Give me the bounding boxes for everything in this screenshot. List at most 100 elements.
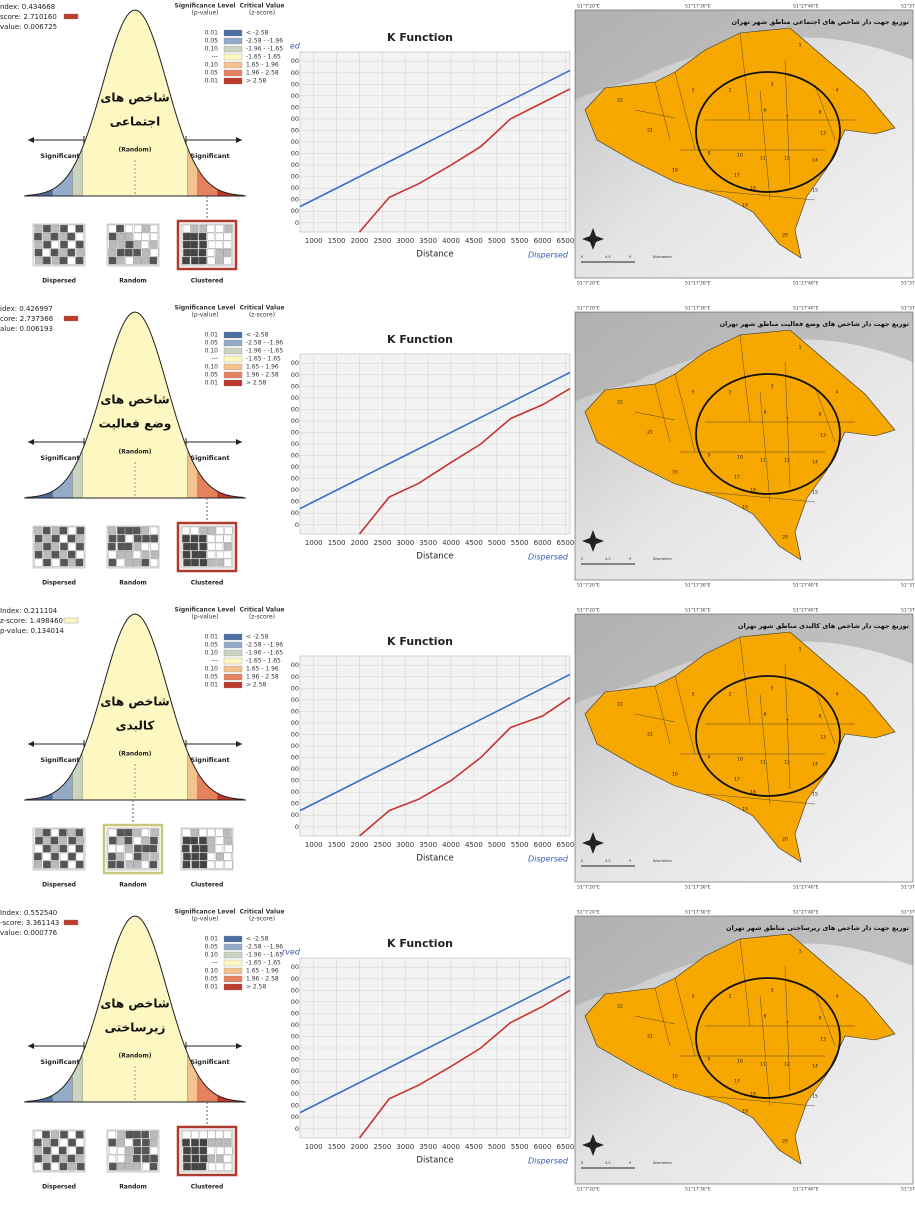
pattern-cell	[34, 248, 43, 257]
pattern-cell	[182, 836, 191, 845]
pattern-cell	[141, 550, 150, 559]
map-frame	[574, 9, 914, 279]
lon-label: 51°37'	[901, 281, 915, 287]
pattern-cell	[198, 828, 207, 837]
legend-header: Significance Level	[175, 3, 236, 10]
scale-label: 0	[581, 557, 583, 561]
pattern-label: Dispersed	[42, 1184, 76, 1191]
pattern-cell	[199, 860, 208, 869]
legend-p: 0.05	[205, 642, 219, 649]
scale-label: Kilometers	[653, 1161, 672, 1165]
pattern-cell	[50, 1138, 59, 1147]
plot-clip	[299, 975, 571, 1139]
pattern-cell	[125, 256, 134, 265]
district-number: 11	[760, 458, 766, 464]
legend-p: ---	[212, 960, 219, 967]
legend-p: 0.01	[205, 78, 219, 85]
district-number: 8	[819, 412, 822, 418]
y-tick-label: 7000	[282, 359, 299, 367]
pattern-cell	[51, 828, 59, 837]
lon-label: 51°7'20"E	[577, 885, 600, 891]
map-title: توزیع جهت دار شاخص های کالبدی مناطق شهر …	[738, 622, 909, 630]
pattern-cell	[183, 248, 191, 257]
district-number: 5	[692, 692, 695, 698]
pattern-cell	[51, 542, 59, 551]
pattern-cell	[191, 860, 200, 869]
pattern-cell	[51, 844, 59, 853]
pattern-cell	[150, 224, 158, 233]
pattern-cell	[59, 232, 68, 241]
district-number: 3	[771, 988, 774, 994]
pattern-cell	[34, 1146, 42, 1155]
x-tick-label: 6500	[557, 539, 575, 547]
pattern-cell	[132, 550, 141, 559]
lon-label: 51°7'20"E	[577, 306, 600, 312]
pattern-cell	[124, 828, 133, 837]
pattern-label: Clustered	[191, 882, 224, 889]
district-border	[759, 391, 771, 503]
x-tick-label: 5000	[488, 539, 506, 547]
arrow-head	[28, 137, 34, 143]
pattern-cell	[124, 542, 133, 551]
legend-header: Critical Value	[240, 3, 285, 10]
legend-header: (z-score)	[249, 614, 275, 621]
x-tick-label: 4000	[442, 841, 460, 849]
pattern-cell	[117, 534, 126, 543]
pattern-cell	[68, 558, 77, 567]
pattern-cell	[224, 844, 233, 853]
pattern-cell	[223, 232, 232, 241]
pattern-cell	[141, 248, 150, 257]
legend-z: -2.58 - -1.96	[246, 38, 283, 45]
pattern-cell	[67, 1130, 76, 1139]
index-title: اجتماعی	[110, 115, 161, 129]
district-border	[814, 84, 836, 141]
legend-header: (z-score)	[249, 10, 275, 17]
pattern-cell	[58, 1146, 67, 1155]
pattern-cell	[76, 542, 84, 551]
pattern-cell	[124, 1138, 133, 1147]
pattern-cell	[34, 550, 43, 559]
y-tick-label: 5000	[282, 103, 299, 111]
curve-outline	[26, 311, 244, 498]
pattern-cell	[68, 852, 76, 861]
mountains	[575, 312, 913, 402]
map: 51°7'20"E51°7'20"E51°17'30"E51°17'30"E51…	[574, 4, 915, 287]
legend-header: (z-score)	[249, 312, 275, 319]
district-number: 16	[672, 772, 678, 778]
map: 51°7'20"E51°7'20"E51°17'30"E51°17'30"E51…	[574, 608, 915, 891]
stat-text: p-value: 0.134014	[0, 627, 64, 635]
pattern-cell	[125, 240, 134, 249]
scale-label: 4.5	[605, 859, 611, 863]
district-number: 9	[708, 1057, 711, 1063]
pattern-cell	[116, 836, 125, 845]
pattern-cell	[207, 550, 216, 559]
pattern-cell	[67, 224, 76, 233]
y-tick-label: 7000	[282, 57, 299, 65]
district-border	[654, 987, 671, 1047]
y-tick-label: 4000	[282, 428, 299, 436]
district-number: 3	[771, 686, 774, 692]
district-number: 13	[820, 131, 826, 137]
lon-label: 51°17'30"E	[685, 910, 711, 916]
legend-z: -1.65 - 1.65	[246, 356, 281, 363]
lon-label: 51°7'20"E	[577, 281, 600, 287]
pattern-cell	[109, 1146, 118, 1155]
district-number: 16	[672, 1074, 678, 1080]
pattern-cell	[34, 1154, 43, 1163]
mountains	[575, 614, 913, 704]
district-number: 21	[647, 732, 653, 738]
y-tick-label: 1500	[282, 1090, 299, 1098]
pattern-cell	[223, 828, 232, 837]
district-number: 6	[764, 410, 767, 416]
x-tick-label: 4500	[465, 237, 483, 245]
x-tick-label: 4500	[465, 841, 483, 849]
mountains	[575, 10, 913, 100]
district-border	[739, 32, 751, 121]
scale-label: Kilometers	[653, 255, 672, 259]
legend-z: -1.96 - -1.65	[246, 952, 283, 959]
pattern-cell	[108, 256, 117, 265]
pattern-cell	[68, 1162, 76, 1171]
y-tick-label: 6000	[282, 80, 299, 88]
pattern-cell	[124, 844, 133, 853]
pattern-cell	[42, 828, 51, 837]
